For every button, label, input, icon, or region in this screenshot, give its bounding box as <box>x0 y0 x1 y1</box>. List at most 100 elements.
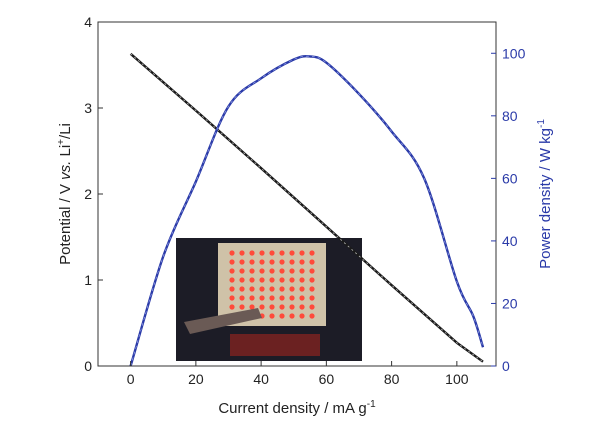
inset-led <box>259 277 265 283</box>
y-axis-right-title: Power density / W kg-1 <box>536 119 554 269</box>
inset-led <box>259 268 265 274</box>
inset-photo <box>176 238 362 361</box>
inset-led <box>299 313 305 319</box>
inset-led <box>279 313 285 319</box>
inset-led <box>289 304 295 310</box>
inset-led <box>299 286 305 292</box>
y-tick-label: 2 <box>84 186 92 202</box>
inset-led <box>289 250 295 256</box>
inset-led <box>229 304 235 310</box>
inset-led <box>299 250 305 256</box>
x-axis-title-main: Current density / mA g <box>218 400 366 417</box>
inset-led <box>279 277 285 283</box>
inset-led <box>309 295 315 301</box>
inset-led <box>229 250 235 256</box>
inset-led <box>269 304 275 310</box>
inset-led <box>269 286 275 292</box>
inset-led <box>239 304 245 310</box>
inset-led <box>289 313 295 319</box>
inset-led <box>229 259 235 265</box>
y2-tick-label: 100 <box>502 45 526 61</box>
inset-led <box>259 304 265 310</box>
y-tick-label: 4 <box>84 14 92 30</box>
inset-led <box>309 313 315 319</box>
inset-led <box>289 286 295 292</box>
y2-tick-label: 80 <box>502 108 518 124</box>
inset-led <box>229 286 235 292</box>
inset-led <box>239 286 245 292</box>
inset-led <box>239 259 245 265</box>
potential-curve <box>129 52 484 363</box>
inset-led <box>309 286 315 292</box>
power-density-line-highlight <box>130 55 484 367</box>
inset-led <box>259 250 265 256</box>
inset-led <box>249 277 255 283</box>
y2-tick-label: 0 <box>502 358 510 374</box>
inset-led <box>249 286 255 292</box>
inset-led <box>249 250 255 256</box>
inset-led <box>309 304 315 310</box>
inset-led <box>289 295 295 301</box>
inset-led <box>279 295 285 301</box>
potential-line-highlight <box>130 53 484 363</box>
inset-led <box>259 286 265 292</box>
x-axis-title: Current density / mA g-1 <box>218 399 376 417</box>
y-axis-right-title-exponent: -1 <box>536 119 547 128</box>
y-axis-left-title-tail: /Li <box>57 123 74 139</box>
inset-led <box>239 268 245 274</box>
inset-led <box>269 268 275 274</box>
inset-reflection <box>230 334 320 356</box>
y2-tick-label: 20 <box>502 295 518 311</box>
inset-led <box>299 295 305 301</box>
inset-led <box>259 259 265 265</box>
inset-circuit-board <box>184 308 262 334</box>
y-axis-right-title-main: Power density / W kg <box>537 128 554 269</box>
power-density-curve <box>129 54 485 367</box>
inset-led <box>259 295 265 301</box>
inset-led <box>269 250 275 256</box>
inset-led <box>299 277 305 283</box>
x-tick-label: 80 <box>384 371 400 387</box>
inset-led <box>249 259 255 265</box>
y-tick-label: 3 <box>84 100 92 116</box>
x-axis-title-exponent: -1 <box>367 399 376 410</box>
inset-led <box>269 259 275 265</box>
y-axis-left-title-li: Li <box>57 145 74 161</box>
inset-led <box>249 304 255 310</box>
inset-led <box>229 295 235 301</box>
y-axis-left-title: Potential / V vs. Li+/Li <box>56 123 74 265</box>
inset-led <box>279 250 285 256</box>
inset-led <box>249 268 255 274</box>
y2-tick-label: 60 <box>502 170 518 186</box>
x-tick-label: 40 <box>253 371 269 387</box>
inset-led <box>239 277 245 283</box>
y2-tick-label: 40 <box>502 233 518 249</box>
inset-led <box>249 295 255 301</box>
inset-led <box>309 250 315 256</box>
inset-led <box>309 259 315 265</box>
y-tick-label: 1 <box>84 272 92 288</box>
inset-led <box>289 268 295 274</box>
x-tick-label: 0 <box>127 371 135 387</box>
inset-led <box>309 277 315 283</box>
inset-led <box>309 268 315 274</box>
inset-led <box>289 277 295 283</box>
y-tick-label: 0 <box>84 358 92 374</box>
inset-led <box>279 268 285 274</box>
inset-led <box>269 313 275 319</box>
inset-led <box>299 304 305 310</box>
x-axis: 0 20 40 60 80 100 <box>127 361 469 387</box>
y-axis-left-title-plus: + <box>56 139 67 145</box>
inset-led-grid <box>229 250 315 319</box>
y-axis-left-title-vs: vs. <box>57 161 74 180</box>
x-tick-label: 60 <box>319 371 335 387</box>
inset-led <box>279 286 285 292</box>
inset-led <box>239 295 245 301</box>
inset-led <box>239 250 245 256</box>
y-axis-right: 0 20 40 60 80 100 <box>491 45 526 374</box>
inset-led <box>279 304 285 310</box>
y-axis-left: 0 1 2 3 4 <box>84 14 103 374</box>
inset-led <box>229 277 235 283</box>
x-tick-label: 20 <box>188 371 204 387</box>
